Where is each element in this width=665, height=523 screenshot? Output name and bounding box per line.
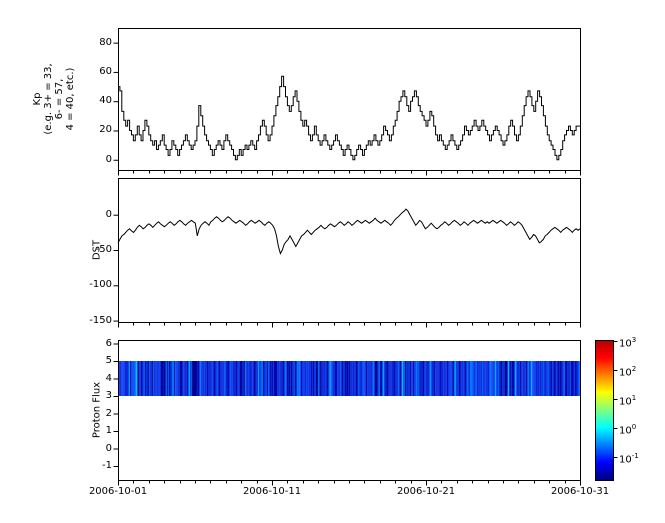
colorbar-tick-label: 102 xyxy=(619,365,637,379)
y-tick-label: 0 xyxy=(105,209,112,220)
y-tick-label: 5 xyxy=(105,355,112,366)
y-tick-label: 80 xyxy=(99,37,112,48)
y-tick-label: 4 xyxy=(105,373,112,384)
x-tick-label: 2006-10-21 xyxy=(396,486,456,497)
y-tick-label: -1 xyxy=(102,460,112,471)
proton-flux-spectrogram xyxy=(118,361,580,396)
y-tick-label: 60 xyxy=(99,66,112,77)
kp-axis-label: Kp (e.g. 3+ = 33, 6- = 57, 4 = 40, etc.) xyxy=(32,63,76,135)
colorbar-tick-label: 10-1 xyxy=(619,452,639,466)
y-tick-label: 1 xyxy=(105,425,112,436)
y-tick-label: -150 xyxy=(89,315,112,326)
colorbar-tick-label: 101 xyxy=(619,394,637,408)
x-tick-label: 2006-10-31 xyxy=(550,486,610,497)
x-tick-label: 2006-10-11 xyxy=(242,486,302,497)
kp-line xyxy=(118,75,580,161)
dst-line xyxy=(117,208,581,255)
y-tick-label: -50 xyxy=(95,244,112,255)
x-tick-label: 2006-10-01 xyxy=(88,486,148,497)
y-tick-label: 20 xyxy=(99,124,112,135)
colorbar-tick-label: 100 xyxy=(619,423,637,437)
colorbar-gradient xyxy=(595,340,613,480)
y-tick-label: -100 xyxy=(89,279,112,290)
y-tick-label: 40 xyxy=(99,95,112,106)
y-tick-label: 6 xyxy=(105,338,112,349)
panel-border xyxy=(118,178,581,323)
y-tick-label: 0 xyxy=(105,443,112,454)
y-tick-label: 3 xyxy=(105,390,112,401)
colorbar-tick-label: 103 xyxy=(619,336,637,350)
panel-border xyxy=(118,340,581,481)
y-tick-label: 0 xyxy=(105,154,112,165)
colorbar-border xyxy=(595,340,614,481)
y-tick-label: 2 xyxy=(105,408,112,419)
